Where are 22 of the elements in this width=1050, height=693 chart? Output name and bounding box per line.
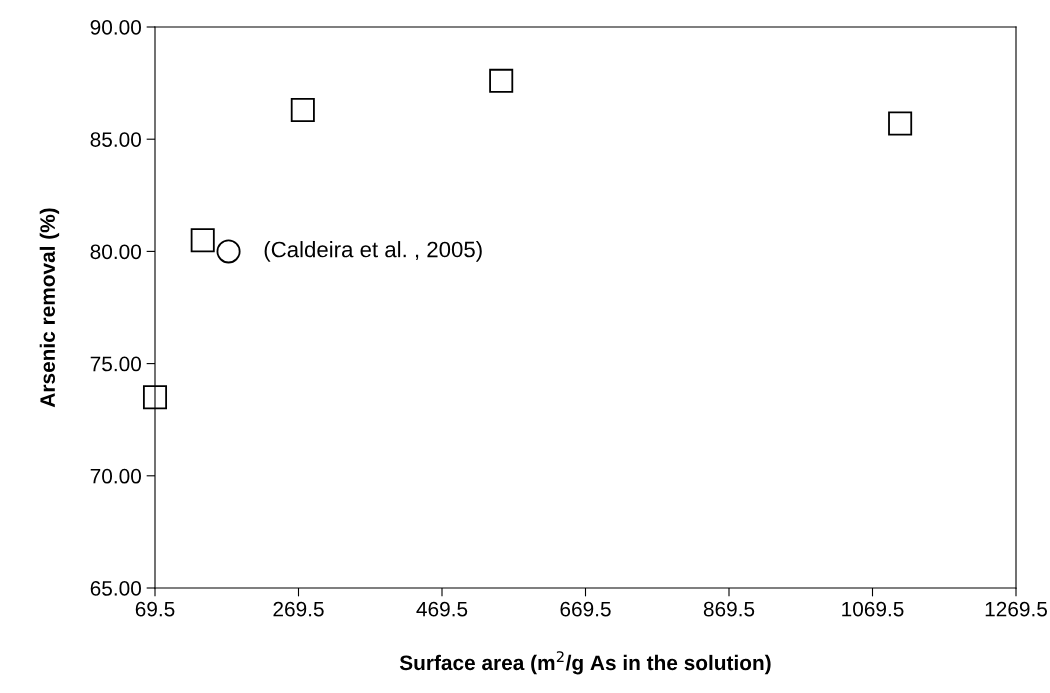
x-tick-label: 1069.5 — [842, 601, 904, 617]
x-tick-label: 469.5 — [416, 601, 468, 617]
point — [190, 228, 215, 253]
point — [888, 111, 913, 136]
x-tick-label: 69.5 — [135, 601, 175, 617]
y-tick-label: 70.00 — [90, 468, 141, 484]
y-tick-label: 90.00 — [90, 20, 141, 35]
point — [216, 239, 241, 264]
x-tick-label: 269.5 — [273, 601, 324, 617]
point — [489, 68, 514, 93]
point — [142, 385, 168, 410]
annotation: (Caldeira et al. , 2005) — [264, 241, 482, 262]
point — [290, 98, 315, 123]
x-tick-label: 669.5 — [560, 601, 611, 617]
x-tick-label: 1269.5 — [985, 601, 1047, 617]
x-axis-title: Surface area (m$^{2}$/g As in the solution) — [399, 651, 771, 675]
x-tick-label: 869.5 — [703, 601, 755, 617]
y-tick-label: 65.00 — [90, 581, 141, 596]
y-axis-title: Arsenic removal (%) — [39, 208, 60, 408]
y-tick-label: 80.00 — [90, 244, 141, 260]
y-tick-label: 85.00 — [90, 132, 141, 147]
y-tick-label: 75.00 — [90, 356, 141, 372]
